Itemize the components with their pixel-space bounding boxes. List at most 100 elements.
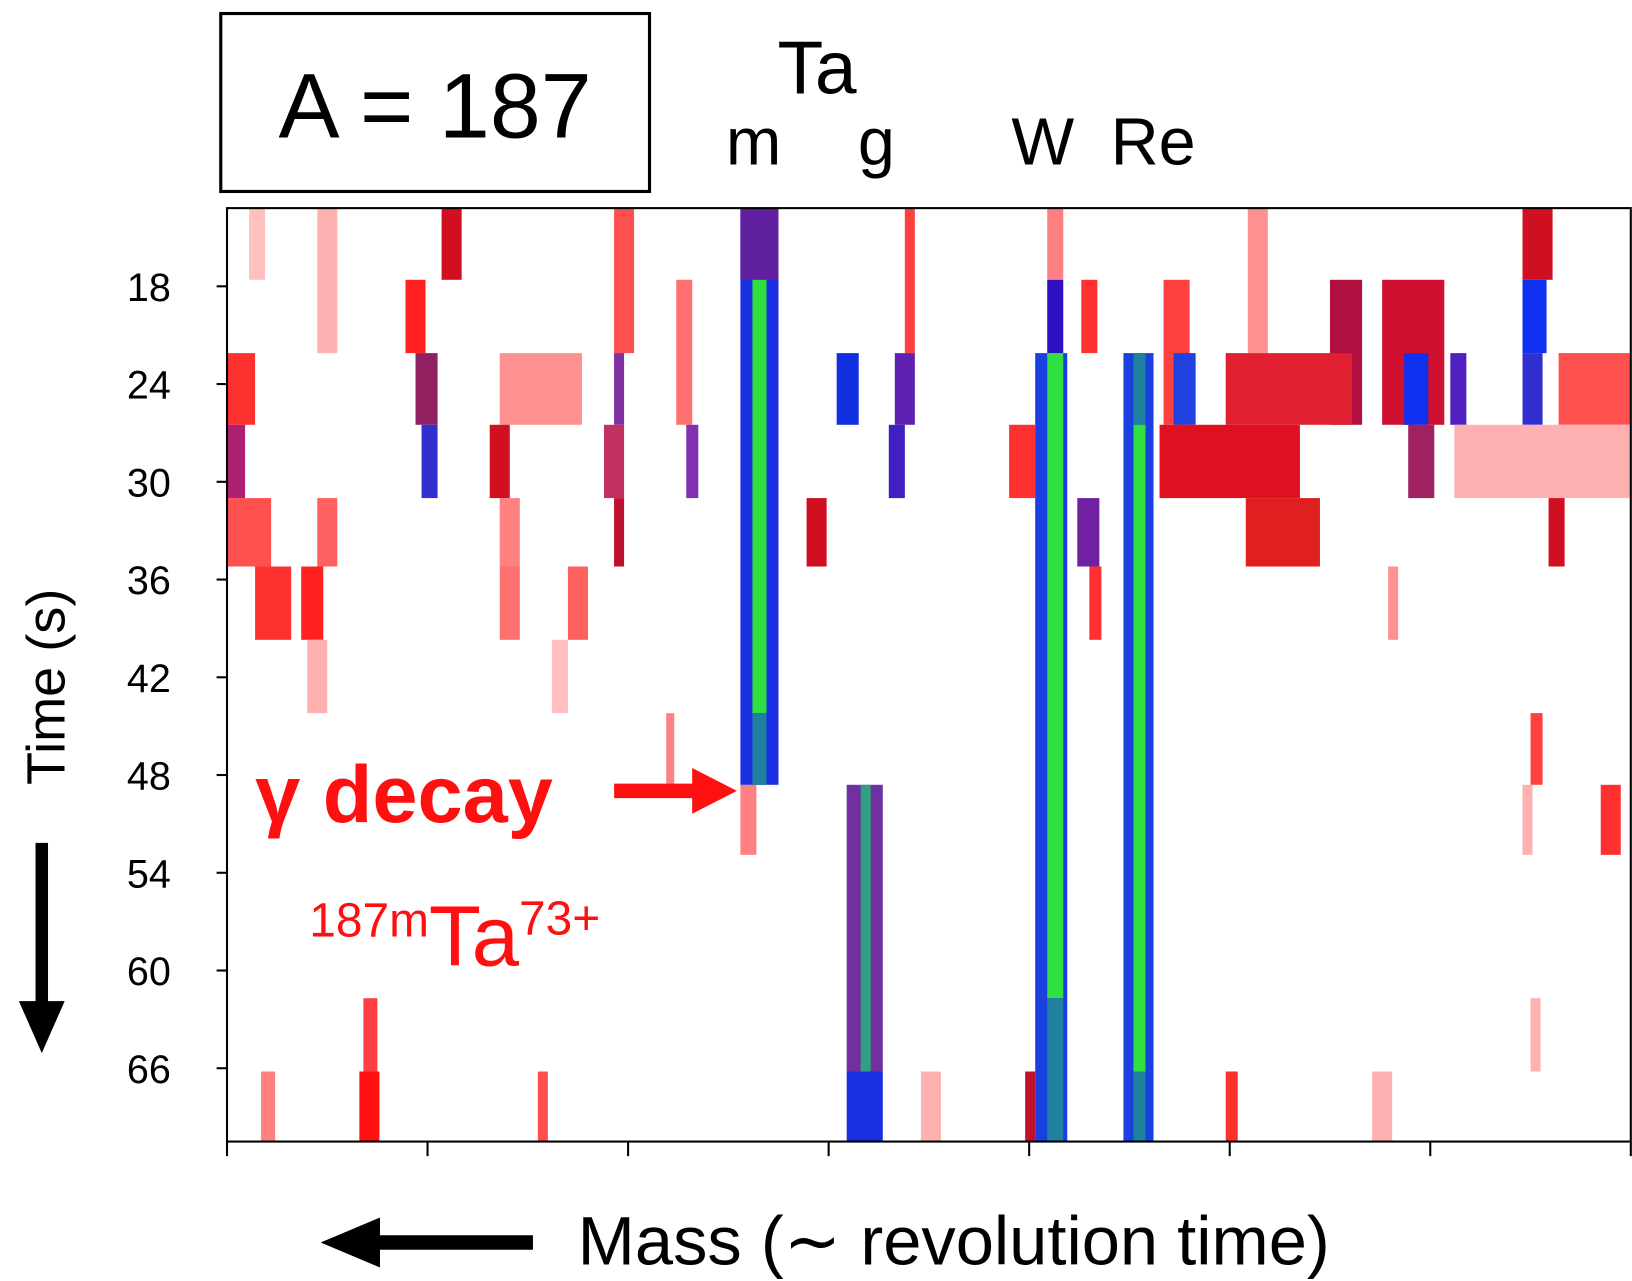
- cell: [1009, 424, 1036, 499]
- cell: [1388, 566, 1399, 640]
- cell: [1225, 1071, 1238, 1142]
- cell: [1522, 353, 1543, 425]
- cell: [860, 784, 871, 1072]
- cell: [806, 498, 827, 567]
- cell: [752, 279, 767, 714]
- annotation-arrow-head: [692, 767, 737, 814]
- cell: [614, 498, 625, 567]
- element-label: Re: [1111, 105, 1196, 179]
- cell: [1025, 1071, 1036, 1142]
- cell: [1173, 353, 1196, 425]
- cell: [1133, 1071, 1146, 1142]
- cell: [227, 353, 256, 425]
- cell: [499, 566, 520, 640]
- y-tick-label: 66: [127, 1048, 171, 1092]
- cell: [1600, 784, 1621, 855]
- cell: [1522, 784, 1533, 855]
- element-label: W: [1011, 105, 1074, 179]
- cell: [846, 1071, 883, 1142]
- cell: [1530, 713, 1543, 785]
- cell: [1548, 498, 1565, 567]
- cell: [894, 353, 915, 425]
- cell: [1159, 424, 1300, 499]
- y-tick-label: 18: [127, 266, 171, 310]
- isotope-charge: 73+: [519, 892, 600, 945]
- cell: [1077, 498, 1100, 567]
- cell: [363, 998, 378, 1072]
- cell: [888, 424, 905, 499]
- cell: [489, 424, 510, 499]
- cell: [421, 424, 438, 499]
- cell: [1047, 353, 1064, 999]
- y-tick-label: 42: [127, 657, 171, 701]
- cell: [604, 424, 625, 499]
- cell: [1247, 208, 1268, 354]
- cell: [666, 713, 675, 785]
- cell: [1408, 424, 1435, 499]
- isotope-mass: 187m: [309, 895, 429, 948]
- annotation: γ decay: [255, 750, 553, 840]
- cell: [1558, 353, 1631, 425]
- cell: [441, 208, 462, 280]
- cell: [1522, 279, 1547, 354]
- y-axis-label: Time (s): [17, 589, 77, 785]
- y-tick-label: 24: [127, 364, 171, 408]
- cell: [1522, 208, 1553, 280]
- cell: [255, 566, 292, 640]
- cell: [836, 353, 859, 425]
- cell: [1089, 566, 1102, 640]
- cell: [1530, 998, 1541, 1072]
- cell: [614, 208, 635, 354]
- cell: [1404, 353, 1429, 425]
- cell: [1133, 424, 1146, 1072]
- x-axis-label: Mass (∼ revolution time): [578, 1202, 1330, 1279]
- cell: [261, 1071, 276, 1142]
- cell: [499, 353, 582, 425]
- cell: [1133, 353, 1146, 425]
- isotope-label: 187mTa73+: [309, 890, 600, 985]
- cell: [227, 424, 246, 499]
- cell: [1047, 208, 1064, 280]
- cell: [1225, 353, 1353, 425]
- cell: [686, 424, 699, 499]
- cell: [676, 279, 693, 425]
- cell: [249, 208, 266, 280]
- cell: [1047, 279, 1064, 354]
- plot-frame: [225, 207, 1632, 1143]
- isotope-symbol: Ta: [429, 890, 520, 985]
- plot-area: [227, 208, 1631, 1142]
- cell: [537, 1071, 548, 1142]
- cell: [920, 1071, 941, 1142]
- cell: [567, 566, 588, 640]
- cell: [752, 713, 767, 785]
- y-tick-label: 48: [127, 755, 171, 799]
- panel-box: [219, 11, 652, 194]
- left-arrow-head: [320, 1217, 380, 1268]
- cell: [301, 566, 324, 640]
- cell: [614, 353, 625, 425]
- cell: [1245, 498, 1320, 567]
- panel-label: A = 187: [279, 55, 592, 157]
- cell: [405, 279, 426, 354]
- cell: [1454, 424, 1631, 499]
- cell: [1372, 1071, 1393, 1142]
- cell: [227, 498, 272, 567]
- cell: [740, 208, 779, 280]
- cell: [317, 208, 338, 354]
- cell: [1081, 279, 1098, 354]
- cell: [1450, 353, 1467, 425]
- cell: [499, 498, 520, 567]
- cell: [1047, 998, 1064, 1142]
- y-tick-label: 60: [127, 950, 171, 994]
- cell: [551, 639, 568, 714]
- y-tick-label: 36: [127, 559, 171, 603]
- element-label: m: [726, 105, 781, 179]
- cell: [904, 208, 915, 354]
- cell: [740, 784, 757, 855]
- cell: [359, 1071, 380, 1142]
- down-arrow-head: [18, 1001, 65, 1054]
- cell: [317, 498, 338, 567]
- element-label: g: [858, 105, 895, 179]
